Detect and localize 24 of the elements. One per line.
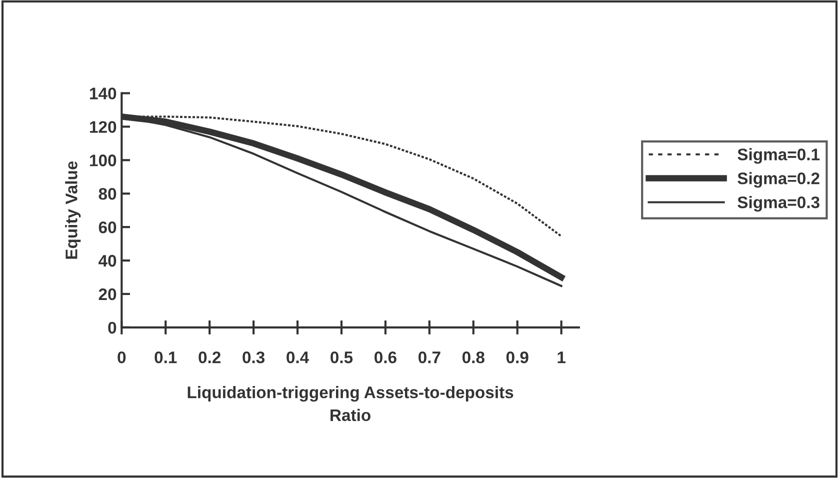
y-tick-label: 80 [98,188,116,200]
x-tick-label: 0.7 [418,351,440,364]
x-tick-label: 0.3 [242,351,265,364]
y-tick-label: 100 [90,154,116,166]
x-tick-label: 0.5 [330,351,353,364]
y-tick-label: 120 [90,121,116,133]
legend-label: Sigma=0.1 [738,148,820,164]
y-tick-label: 40 [98,254,116,267]
y-tick-label: 0 [108,322,116,334]
x-axis-title: Liquidation-triggering Assets-to-deposits Ratio [188,386,514,422]
legend-label: Sigma=0.3 [738,196,820,212]
x-tick-label: 1 [558,352,566,364]
y-tick-label: 20 [98,288,116,300]
x-tick-label: 0.2 [198,351,221,364]
x-tick-label: 0.6 [374,351,396,364]
y-axis-title: Equity Value [65,161,81,259]
x-tick-label: 0 [118,351,126,364]
x-tick-label: 0.9 [506,351,528,364]
legend-label: Sigma=0.2 [738,172,820,188]
y-tick-label: 140 [90,88,116,100]
x-tick-label: 0.4 [286,351,310,364]
x-tick-label: 0.1 [154,351,177,364]
x-tick-label: 0.8 [462,351,484,364]
y-tick-label: 60 [98,221,116,234]
